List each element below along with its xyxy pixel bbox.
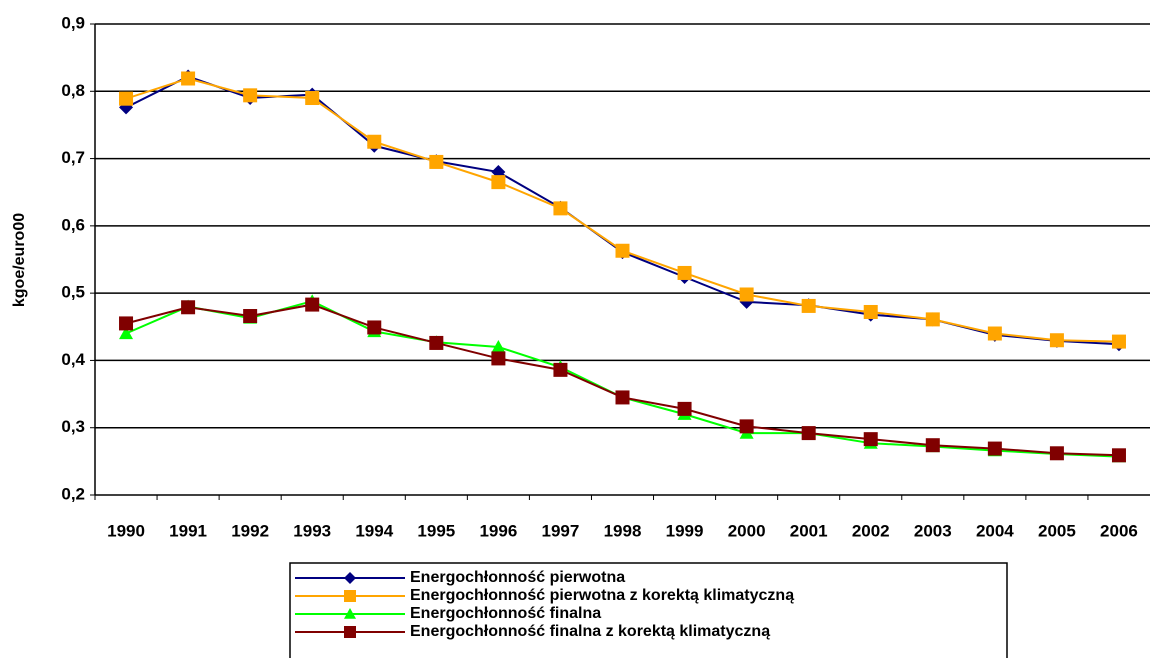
marker bbox=[739, 287, 754, 302]
series-line bbox=[125, 75, 1120, 346]
marker bbox=[615, 390, 630, 405]
marker bbox=[429, 335, 444, 350]
marker bbox=[119, 91, 134, 106]
legend-label: Energochłonność finalna z korektą klimat… bbox=[410, 623, 770, 640]
y-tick-label: 0,6 bbox=[61, 215, 85, 234]
marker bbox=[344, 626, 356, 638]
marker bbox=[987, 441, 1002, 456]
marker bbox=[243, 309, 258, 324]
x-tick-label: 1997 bbox=[542, 521, 580, 540]
x-tick-label: 1998 bbox=[604, 521, 642, 540]
marker bbox=[491, 175, 506, 190]
x-tick-label: 2006 bbox=[1100, 521, 1138, 540]
x-tick-label: 1990 bbox=[107, 521, 145, 540]
marker bbox=[344, 572, 356, 584]
marker bbox=[801, 426, 816, 441]
x-tick-label: 1993 bbox=[293, 521, 331, 540]
y-tick-label: 0,3 bbox=[61, 417, 85, 436]
marker bbox=[367, 320, 382, 335]
x-tick-label: 2004 bbox=[976, 521, 1014, 540]
y-axis-label: kgoe/euro00 bbox=[11, 213, 28, 307]
legend-label: Energochłonność pierwotna z korektą klim… bbox=[410, 587, 794, 604]
x-tick-label: 1991 bbox=[169, 521, 207, 540]
marker bbox=[863, 304, 878, 319]
marker bbox=[739, 419, 754, 434]
y-tick-label: 0,4 bbox=[61, 350, 85, 369]
x-tick-label: 1995 bbox=[417, 521, 455, 540]
marker bbox=[243, 88, 258, 103]
marker bbox=[677, 401, 692, 416]
y-tick-label: 0,5 bbox=[61, 283, 85, 302]
marker bbox=[553, 362, 568, 377]
marker bbox=[1111, 448, 1126, 463]
marker bbox=[367, 134, 382, 149]
x-tick-label: 2005 bbox=[1038, 521, 1076, 540]
marker bbox=[305, 297, 320, 312]
series-line bbox=[125, 300, 1120, 458]
marker bbox=[119, 326, 134, 340]
marker bbox=[1049, 446, 1064, 461]
y-tick-label: 0,9 bbox=[61, 13, 85, 32]
legend-label: Energochłonność pierwotna bbox=[410, 569, 625, 586]
legend-label: Energochłonność finalna bbox=[410, 605, 601, 622]
marker bbox=[1111, 334, 1126, 349]
x-tick-label: 2000 bbox=[728, 521, 766, 540]
marker bbox=[491, 351, 506, 366]
marker bbox=[305, 91, 320, 106]
marker bbox=[119, 316, 134, 331]
marker bbox=[553, 201, 568, 216]
marker bbox=[925, 312, 940, 327]
marker bbox=[863, 432, 878, 447]
x-tick-label: 2003 bbox=[914, 521, 952, 540]
marker bbox=[429, 154, 444, 169]
marker bbox=[615, 243, 630, 258]
legend-box bbox=[289, 562, 1008, 658]
marker bbox=[1049, 333, 1064, 348]
marker bbox=[677, 265, 692, 280]
marker bbox=[801, 298, 816, 313]
marker bbox=[491, 339, 506, 353]
marker bbox=[181, 300, 196, 315]
y-tick-label: 0,7 bbox=[61, 148, 85, 167]
marker bbox=[344, 608, 356, 619]
marker bbox=[987, 326, 1002, 341]
marker bbox=[925, 438, 940, 453]
series-line bbox=[125, 77, 1119, 343]
legend: Energochłonność pierwotnaEnergochłonność… bbox=[289, 562, 1008, 658]
x-tick-label: 1999 bbox=[666, 521, 704, 540]
y-tick-label: 0,2 bbox=[61, 484, 85, 503]
x-tick-label: 2001 bbox=[790, 521, 828, 540]
x-tick-label: 2002 bbox=[852, 521, 890, 540]
y-tick-label: 0,8 bbox=[61, 81, 85, 100]
x-tick-label: 1996 bbox=[479, 521, 517, 540]
marker bbox=[181, 71, 196, 86]
x-tick-label: 1994 bbox=[355, 521, 393, 540]
x-tick-label: 1992 bbox=[231, 521, 269, 540]
marker bbox=[344, 590, 356, 602]
